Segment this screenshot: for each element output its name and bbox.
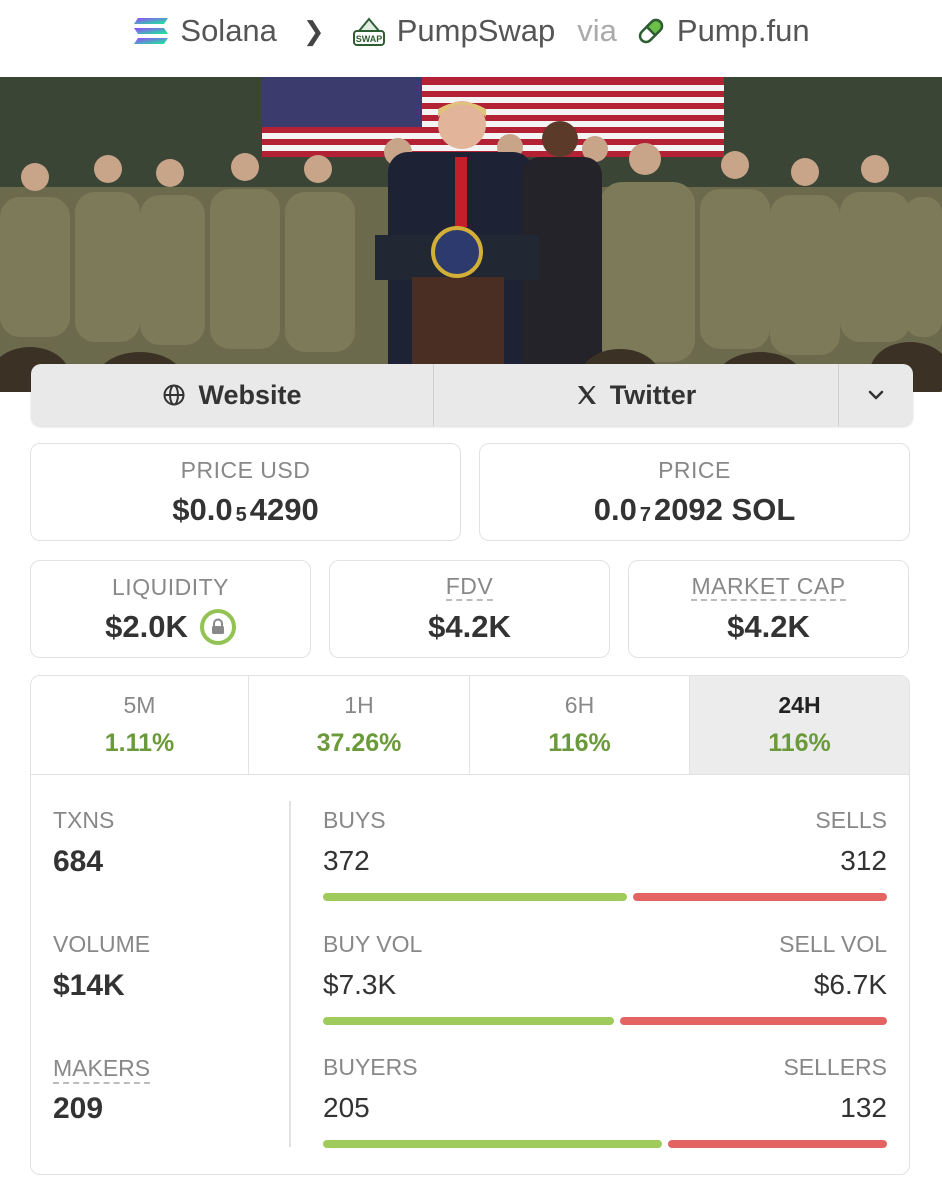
makers-label[interactable]: MAKERS <box>53 1054 151 1084</box>
tab-label: 1H <box>344 692 374 718</box>
chevron-right-icon: ❯ <box>302 15 325 46</box>
price-native-value: 0.0 7 2092 SOL <box>594 492 796 528</box>
links-bar: Website Twitter <box>31 364 913 426</box>
solana-icon <box>134 18 169 44</box>
sell-bar-segment <box>620 1017 887 1025</box>
fdv-value: $4.2K <box>428 609 511 644</box>
flag-graphic <box>262 77 724 157</box>
website-label: Website <box>198 379 302 410</box>
buyers-value: 205 <box>323 1092 370 1123</box>
globe-icon <box>163 384 185 406</box>
breadcrumb-dex[interactable]: SWAP PumpSwap <box>351 13 556 49</box>
price-usd-label: PRICE USD <box>180 456 311 483</box>
price-native-digits: 2092 SOL <box>653 491 796 527</box>
liquidity-card: LIQUIDITY $2.0K <box>30 560 311 658</box>
buy-sell-volume-bar <box>323 1017 887 1025</box>
breadcrumb-chain[interactable]: Solana <box>132 13 277 49</box>
txns-row: TXNS 684 BUYS 372 SELLS 312 <box>31 807 909 917</box>
launchpad-name: Pump.fun <box>676 13 810 48</box>
dex-name: PumpSwap <box>396 13 556 48</box>
twitter-label: Twitter <box>609 379 697 410</box>
pill-icon <box>638 18 664 44</box>
makers-value: 209 <box>53 1092 104 1125</box>
x-logo-icon <box>577 386 596 404</box>
sell-bar-segment <box>668 1140 887 1148</box>
makers-row: MAKERS 209 BUYERS 205 SELLERS 132 <box>31 1054 909 1164</box>
breadcrumb: Solana ❯ SWAP PumpSwap via Pump.fun <box>0 0 942 62</box>
breadcrumb-launchpad[interactable]: Pump.fun <box>635 13 810 49</box>
sell-bar-segment <box>633 893 887 901</box>
price-native-zeros: 7 <box>639 504 651 526</box>
stats-divider <box>289 801 291 1147</box>
tab-1h[interactable]: 1H 37.26% <box>249 676 470 774</box>
price-usd-zeros: 5 <box>235 504 247 526</box>
buy-bar-segment <box>323 893 627 901</box>
more-links-button[interactable] <box>839 364 913 426</box>
stats-body: TXNS 684 BUYS 372 SELLS 312 VOLUME $14K … <box>31 775 909 1174</box>
tab-5m[interactable]: 5M 1.11% <box>31 676 249 774</box>
buys-value: 372 <box>323 845 370 876</box>
liquidity-value-row: $2.0K <box>105 608 236 645</box>
tab-change: 116% <box>768 729 831 757</box>
fdv-label[interactable]: FDV <box>445 573 494 601</box>
price-usd-value: $0.0 5 4290 <box>172 492 318 528</box>
buyers-sellers-bar <box>323 1140 887 1148</box>
sellers-value: 132 <box>840 1092 887 1123</box>
price-native-card: PRICE 0.0 7 2092 SOL <box>479 443 910 541</box>
sell-vol-label: SELL VOL <box>779 931 887 957</box>
price-usd-digits: 4290 <box>249 491 319 527</box>
volume-label: VOLUME <box>53 931 151 957</box>
lock-icon[interactable] <box>199 608 236 645</box>
stats-panel: 5M 1.11% 1H 37.26% 6H 116% 24H 116% TXNS… <box>30 675 910 1175</box>
price-native-prefix: 0.0 <box>593 491 637 527</box>
via-text: via <box>577 13 617 48</box>
buy-bar-segment <box>323 1017 614 1025</box>
tab-24h[interactable]: 24H 116% <box>690 676 909 774</box>
market-cap-label[interactable]: MARKET CAP <box>691 573 846 601</box>
tab-change: 1.11% <box>104 729 175 757</box>
pumpswap-icon-text: SWAP <box>355 34 382 44</box>
tab-label: 5M <box>123 692 156 718</box>
buys-label: BUYS <box>323 807 386 833</box>
buy-vol-value: $7.3K <box>323 969 397 1000</box>
volume-value: $14K <box>53 969 125 1002</box>
sells-label: SELLS <box>815 807 887 833</box>
timeframe-tabs: 5M 1.11% 1H 37.26% 6H 116% 24H 116% <box>31 676 909 775</box>
buy-bar-segment <box>323 1140 662 1148</box>
fdv-card: FDV $4.2K <box>329 560 610 658</box>
chain-name: Solana <box>180 13 277 48</box>
price-usd-card: PRICE USD $0.0 5 4290 <box>30 443 461 541</box>
tab-6h[interactable]: 6H 116% <box>470 676 690 774</box>
pumpswap-icon: SWAP <box>352 17 385 46</box>
liquidity-value: $2.0K <box>105 608 188 644</box>
market-cap-card: MARKET CAP $4.2K <box>628 560 909 658</box>
price-usd-prefix: $0.0 <box>172 491 233 527</box>
tab-change: 116% <box>548 729 611 757</box>
sell-vol-value: $6.7K <box>813 969 887 1000</box>
tab-label: 24H <box>778 692 821 718</box>
token-banner-image <box>0 77 942 392</box>
txns-label: TXNS <box>53 807 115 833</box>
buyers-label: BUYERS <box>323 1054 418 1080</box>
sellers-label: SELLERS <box>783 1054 887 1080</box>
website-button[interactable]: Website <box>31 364 434 426</box>
liquidity-label: LIQUIDITY <box>112 573 229 600</box>
buy-vol-label: BUY VOL <box>323 931 423 957</box>
twitter-button[interactable]: Twitter <box>434 364 839 426</box>
price-native-label: PRICE <box>658 456 731 483</box>
market-cap-value: $4.2K <box>727 609 810 644</box>
volume-row: VOLUME $14K BUY VOL $7.3K SELL VOL $6.7K <box>31 931 909 1041</box>
buys-sells-bar <box>323 893 887 901</box>
chevron-down-icon <box>868 390 884 400</box>
sells-value: 312 <box>840 845 887 876</box>
banner-illustration <box>0 77 942 392</box>
txns-value: 684 <box>53 845 104 878</box>
tab-label: 6H <box>564 692 595 718</box>
tab-change: 37.26% <box>316 729 402 757</box>
